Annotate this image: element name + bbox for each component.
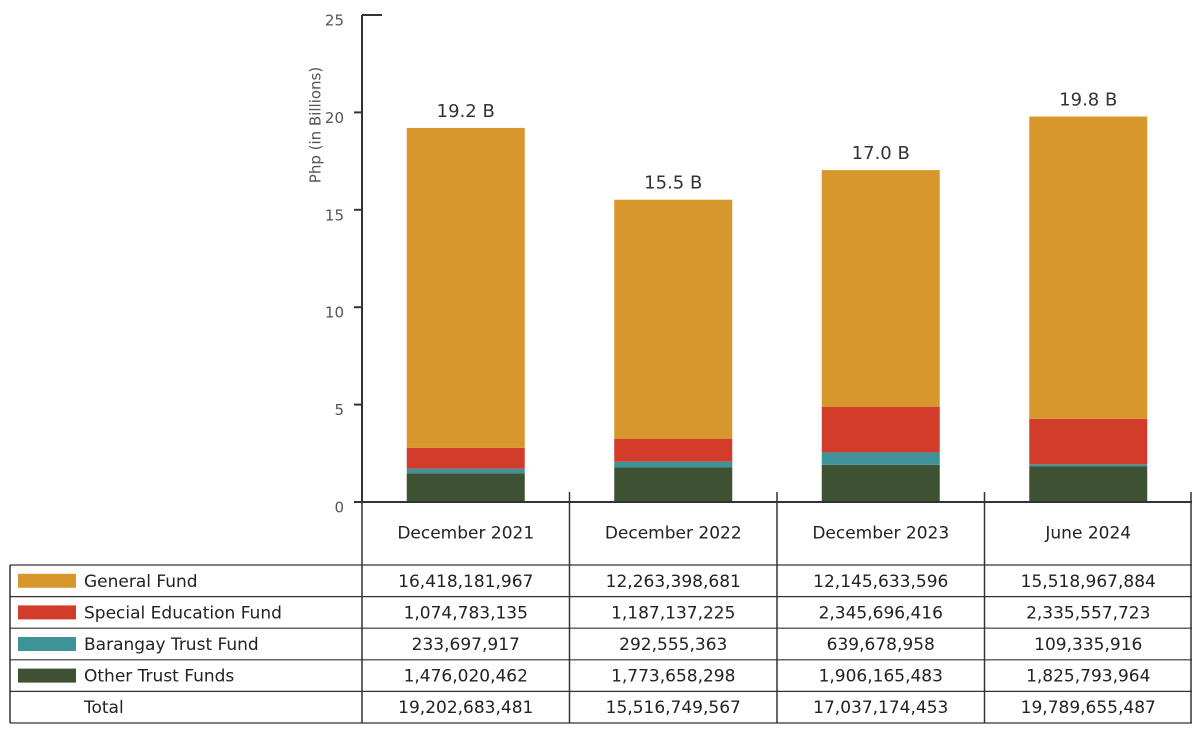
bar-segment — [1029, 466, 1148, 502]
table-cell: 2,335,557,723 — [1026, 603, 1150, 623]
table-cell: 19,202,683,481 — [398, 698, 533, 718]
bar-segment — [614, 199, 733, 439]
bar-segment — [1029, 116, 1148, 419]
table-cell: 15,516,749,567 — [606, 698, 741, 718]
legend-label: Special Education Fund — [84, 603, 282, 623]
bar-segment — [1029, 418, 1148, 465]
bar-segment — [821, 464, 940, 502]
y-axis-label: Php (in Billions) — [307, 67, 325, 183]
bar-total-label: 17.0 B — [852, 143, 910, 164]
table-cell: 12,263,398,681 — [606, 572, 741, 592]
bar-segment — [406, 127, 525, 448]
table-cell: 1,825,793,964 — [1026, 667, 1150, 687]
bar-segment — [821, 406, 940, 453]
bar-segment — [1029, 464, 1148, 467]
column-header: June 2024 — [1044, 524, 1131, 544]
bar-segment — [614, 461, 733, 468]
legend-label: Barangay Trust Fund — [84, 635, 259, 655]
bar-segment — [406, 447, 525, 469]
table-cell: 109,335,916 — [1034, 635, 1142, 655]
column-header: December 2021 — [397, 524, 534, 544]
column-header: December 2023 — [812, 524, 949, 544]
y-tick-label: 15 — [325, 206, 344, 224]
table-cell: 1,773,658,298 — [611, 667, 735, 687]
table-cell: 19,789,655,487 — [1021, 698, 1156, 718]
table-cell: 17,037,174,453 — [813, 698, 948, 718]
legend-label: Other Trust Funds — [84, 667, 234, 687]
y-tick-label: 10 — [325, 304, 344, 322]
bar-total-label: 19.8 B — [1059, 89, 1117, 110]
bar-total-label: 19.2 B — [437, 101, 495, 122]
table-cell: 16,418,181,967 — [398, 572, 533, 592]
total-label: Total — [83, 698, 124, 718]
legend-swatch — [18, 573, 76, 588]
bar-segment — [614, 467, 733, 502]
bar-total-label: 15.5 B — [644, 173, 702, 194]
bar-segment — [821, 170, 940, 407]
y-tick-label: 5 — [334, 401, 344, 419]
legend-label: General Fund — [84, 572, 198, 592]
bar-segment — [406, 473, 525, 502]
table-cell: 1,187,137,225 — [611, 603, 735, 623]
table-cell: 12,145,633,596 — [813, 572, 948, 592]
table-cell: 292,555,363 — [619, 635, 727, 655]
y-tick-label: 0 — [334, 499, 344, 517]
bar-segment — [614, 438, 733, 462]
column-header: December 2022 — [605, 524, 742, 544]
table-cell: 1,906,165,483 — [819, 667, 943, 687]
table-cell: 1,476,020,462 — [404, 667, 528, 687]
legend-swatch — [18, 668, 76, 683]
bar-segment — [821, 452, 940, 465]
table-cell: 15,518,967,884 — [1021, 572, 1156, 592]
legend-swatch — [18, 637, 76, 651]
bar-segment — [406, 468, 525, 474]
y-tick-label: 20 — [325, 109, 344, 127]
legend-swatch — [18, 605, 76, 620]
y-tick-label: 25 — [325, 12, 344, 30]
table-cell: 2,345,696,416 — [819, 603, 943, 623]
table-cell: 1,074,783,135 — [404, 603, 528, 623]
table-cell: 233,697,917 — [412, 635, 520, 655]
table-cell: 639,678,958 — [827, 635, 935, 655]
